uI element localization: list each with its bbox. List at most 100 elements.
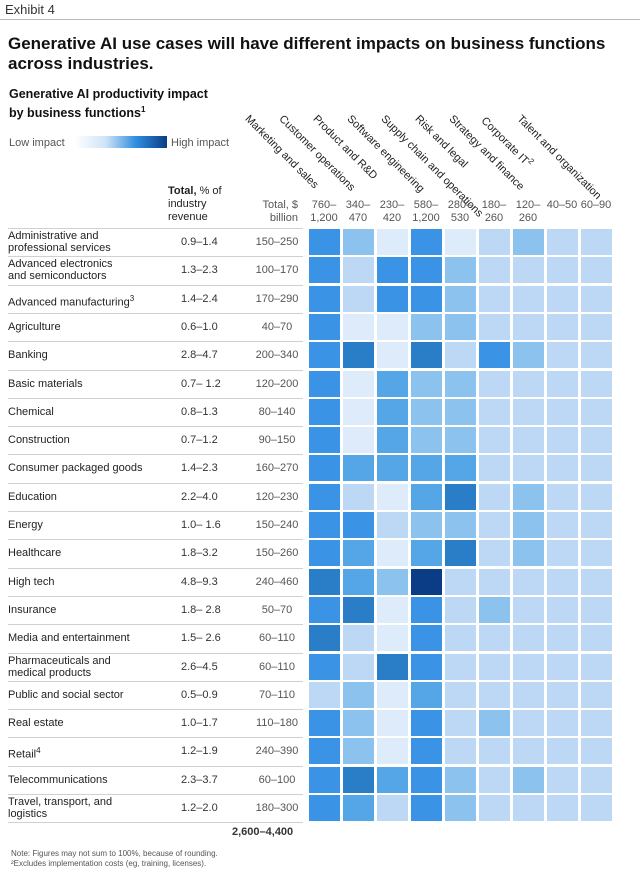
industry-label-text: Media and entertainment (8, 632, 130, 645)
heatmap-cell (309, 653, 340, 680)
heatmap-cell (513, 398, 544, 425)
industry-label-text: Energy (8, 519, 43, 531)
row-divider (8, 709, 303, 711)
heatmap-cell (513, 710, 544, 737)
industry-label-text: Retail (8, 749, 37, 762)
industry-label-text: Insurance (8, 603, 57, 616)
heatmap-cell (445, 766, 476, 793)
heatmap-cell (547, 540, 578, 567)
industry-billion: 120–200 (255, 377, 299, 390)
industry-label: Chemical (8, 406, 168, 418)
industry-billion: 60–110 (259, 632, 295, 645)
heatmap-cell (547, 483, 578, 510)
industry-label: Basic materials (8, 378, 168, 390)
chart-notes: Note: Figures may not sum to 100%, becau… (11, 849, 611, 869)
heatmap-cell (547, 370, 578, 397)
row-divider (8, 397, 303, 399)
industry-label-text: Education (8, 490, 57, 503)
function-total: 580–1,200 (412, 199, 440, 224)
heatmap-cell (411, 455, 442, 482)
industry-revenue: 1.4–2.3 (181, 462, 218, 475)
heatmap-cell (411, 512, 442, 538)
row-divider (8, 680, 303, 682)
heatmap-cell (309, 455, 340, 482)
heatmap-cell (377, 512, 408, 538)
heatmap-cell (547, 512, 578, 538)
heatmap-cell (581, 257, 612, 284)
heatmap-cell (343, 512, 374, 538)
note-text: Note: Figures may not sum to 100%, becau… (11, 849, 218, 858)
heatmap-cell (581, 512, 612, 538)
function-total: 180–260 (481, 199, 507, 224)
industry-revenue: 1.2–1.9 (181, 745, 218, 758)
industry-label: Agriculture (8, 321, 168, 333)
heatmap-cell (309, 596, 340, 623)
heatmap-cell (343, 257, 374, 284)
heatmap-cell (581, 370, 612, 397)
industry-revenue: 1.8– 2.8 (181, 603, 221, 616)
heatmap-cell (343, 738, 374, 765)
heatmap-cell (411, 681, 442, 708)
heatmap-cell (309, 512, 340, 538)
industry-revenue: 1.0–1.7 (181, 717, 218, 730)
industry-billion: 120–230 (255, 490, 299, 503)
industry-label-text: Agriculture (8, 320, 61, 333)
function-total: 230–420 (379, 199, 405, 224)
heatmap-cell (547, 710, 578, 737)
heatmap-cell (445, 568, 476, 595)
heatmap-cell (377, 653, 408, 680)
heatmap-cell (479, 427, 510, 454)
heatmap-cell (377, 313, 408, 340)
heatmap-cell (309, 738, 340, 765)
heatmap-cell (513, 455, 544, 482)
industry-billion: 150–240 (255, 519, 299, 531)
row-divider (8, 454, 303, 456)
heatmap-cell (411, 596, 442, 623)
heatmap-cell (581, 710, 612, 737)
industry-label-text: Real estate (8, 717, 64, 730)
heatmap-cell (445, 483, 476, 510)
heatmap-cell (479, 568, 510, 595)
industry-label-text: Telecommunications (8, 773, 108, 786)
heatmap-cell (377, 681, 408, 708)
heatmap-cell (309, 710, 340, 737)
heatmap-cell (309, 342, 340, 369)
heatmap-cell (411, 370, 442, 397)
row-divider (8, 765, 303, 767)
heatmap-cell (343, 653, 374, 680)
heatmap-cell (513, 568, 544, 595)
heatmap-cell (581, 342, 612, 369)
industry-revenue: 2.6–4.5 (181, 660, 218, 673)
industry-billion: 70–110 (259, 688, 295, 701)
row-divider (8, 567, 303, 569)
heatmap-cell (445, 285, 476, 312)
heatmap-cell (445, 229, 476, 255)
heatmap-cell (445, 398, 476, 425)
heatmap-cell (479, 710, 510, 737)
industry-revenue: 0.8–1.3 (181, 405, 218, 418)
heatmap-cell (343, 568, 374, 595)
heatmap-cell (445, 540, 476, 567)
heatmap-cell (411, 625, 442, 652)
heatmap-cell (411, 313, 442, 340)
heatmap-cell (309, 398, 340, 425)
heatmap-cell (309, 795, 340, 821)
revenue-column-header: Total, % of industry revenue (168, 185, 238, 224)
industry-revenue: 0.5–0.9 (181, 688, 218, 701)
industry-label-text: Consumer packaged goods (8, 462, 143, 475)
heatmap-cell (309, 285, 340, 312)
heatmap-cell (343, 795, 374, 821)
subtitle-text: Generative AI productivity impact by bus… (9, 87, 208, 121)
revenue-header-bold: Total, (168, 185, 197, 197)
industry-revenue: 2.3–3.7 (181, 773, 218, 786)
heatmap-cell (411, 653, 442, 680)
heatmap-cell (479, 653, 510, 680)
heatmap-cell (343, 427, 374, 454)
heatmap-cell (377, 568, 408, 595)
heatmap-cell (479, 342, 510, 369)
industry-label-text: Chemical (8, 405, 54, 418)
revenue-header-rest: % of industry revenue (168, 185, 222, 223)
heatmap-cell (513, 795, 544, 821)
heatmap-cell (479, 455, 510, 482)
industry-label: Telecommunications (8, 774, 168, 786)
